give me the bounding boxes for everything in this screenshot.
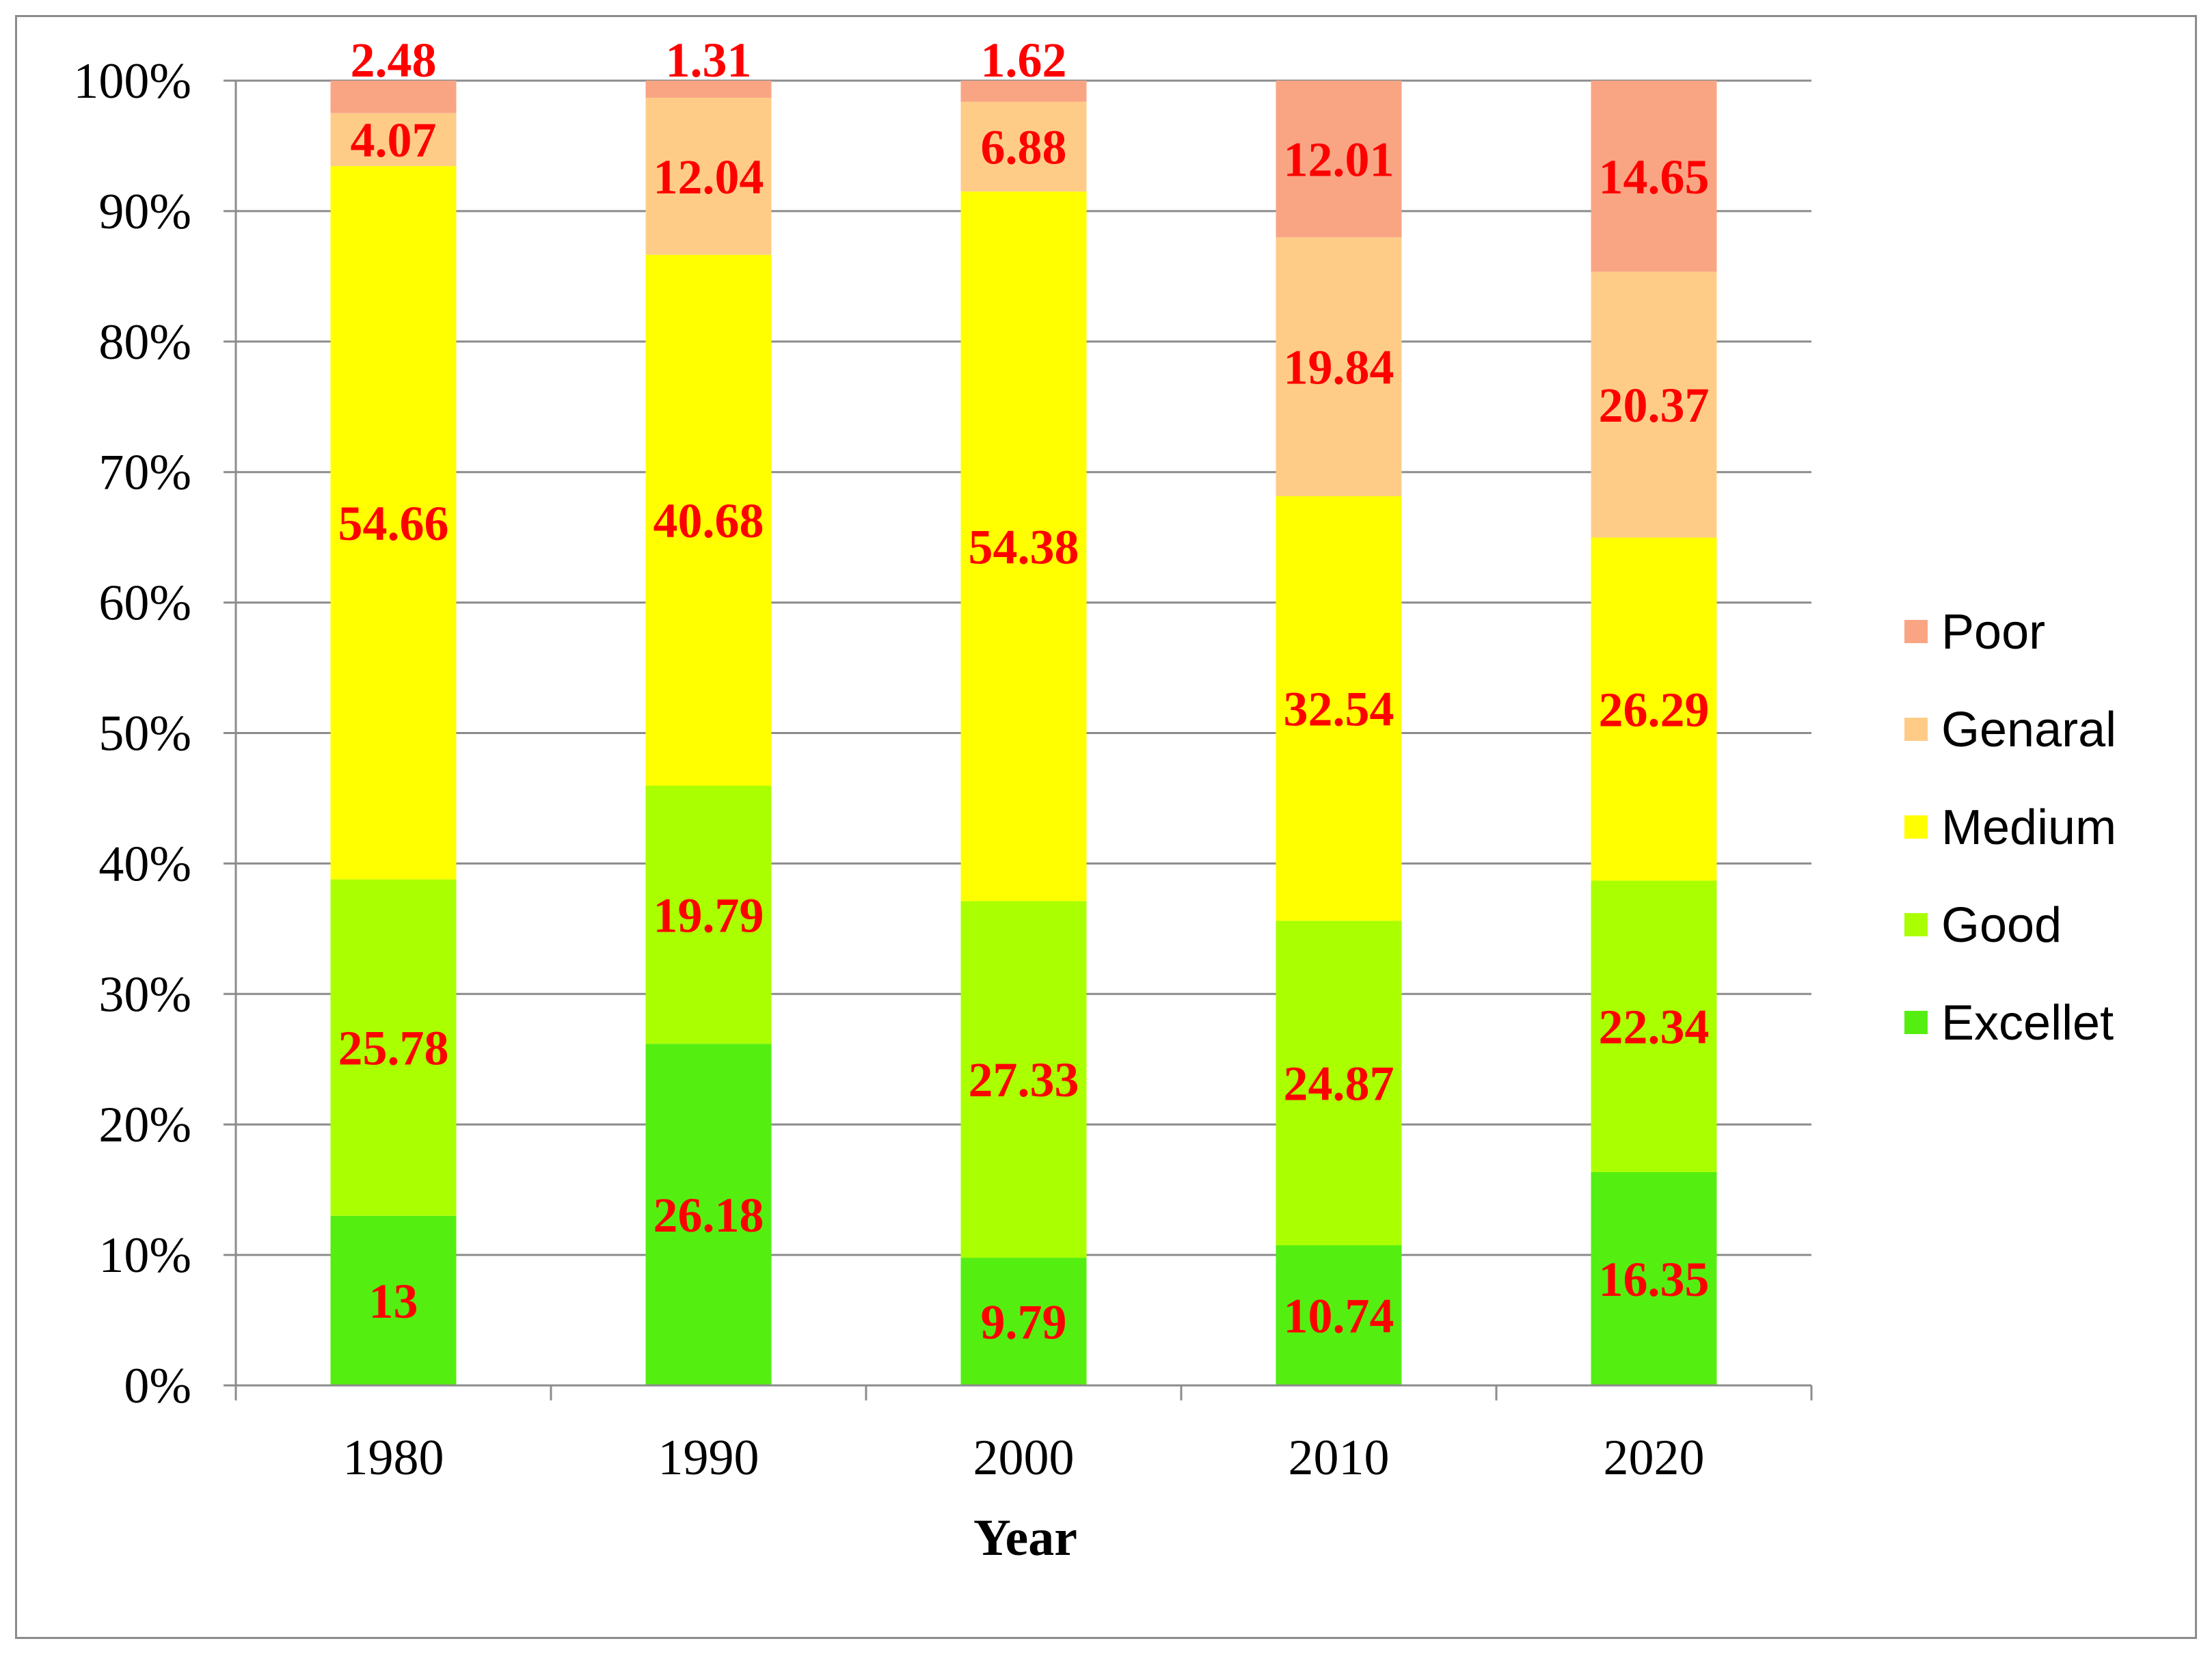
bar-segment (960, 101, 1087, 192)
data-label: 22.34 (1599, 1000, 1710, 1055)
axes: 0% 10% 20% 30% 40% 50% 60% 70% 80% 90% 100% 1980 199… (73, 53, 1813, 1486)
data-label: 2.48 (351, 33, 437, 87)
legend-label: Good (1941, 898, 2062, 953)
bar-segment (1591, 271, 1717, 538)
bar-segment (1276, 81, 1402, 238)
bar-segment (330, 879, 457, 1216)
data-label: 54.38 (969, 519, 1079, 574)
y-tick-label: 20% (98, 1097, 191, 1153)
y-tick-label: 0% (124, 1358, 191, 1414)
data-label: 6.88 (981, 120, 1067, 175)
legend-label: Medium (1941, 800, 2116, 855)
x-tick-label: 2020 (1604, 1430, 1705, 1486)
data-label: 54.66 (338, 496, 449, 551)
bars (330, 81, 1717, 1385)
bar-segment (1276, 237, 1402, 497)
y-tick-label: 60% (98, 575, 191, 632)
data-label: 26.29 (1599, 682, 1710, 737)
data-label: 14.65 (1599, 150, 1710, 204)
bar-segment (1591, 880, 1717, 1172)
data-label: 1.31 (666, 33, 752, 87)
legend-swatch (1904, 815, 1928, 839)
bar-segment (960, 901, 1087, 1258)
data-label: 13 (369, 1274, 418, 1329)
legend-swatch (1904, 718, 1928, 741)
bar-segment (960, 191, 1087, 901)
bar-segment (645, 98, 772, 255)
x-axis-title: Year (973, 1509, 1077, 1567)
x-tick-label: 2010 (1289, 1430, 1390, 1486)
y-tick-label: 80% (98, 314, 191, 370)
legend-swatch (1904, 1011, 1928, 1034)
bar-segment (330, 81, 457, 113)
data-label: 16.35 (1599, 1252, 1710, 1307)
bar-segment (960, 81, 1087, 102)
y-tick-label: 100% (73, 53, 191, 109)
bar-segment (1276, 921, 1402, 1245)
y-tick-label: 40% (98, 836, 191, 892)
data-label: 12.01 (1284, 133, 1394, 187)
data-label: 4.07 (351, 113, 437, 167)
data-label: 12.04 (653, 150, 764, 204)
y-tick-label: 50% (98, 706, 191, 762)
data-labels: 13 25.78 54.66 4.07 2.48 26.18 19.79 40.68 12.04… (338, 33, 1710, 1350)
data-label: 10.74 (1284, 1288, 1394, 1343)
legend-label: Poor (1941, 605, 2045, 660)
data-label: 1.62 (981, 33, 1067, 87)
bar-segment (645, 785, 772, 1044)
bar-segment (1591, 1171, 1717, 1385)
bar-segment (1591, 537, 1717, 881)
legend-label: Genaral (1941, 703, 2116, 757)
bar-segment (1591, 81, 1717, 272)
data-label: 40.68 (653, 493, 764, 548)
y-tick-label: 10% (98, 1228, 191, 1284)
data-label: 19.84 (1284, 340, 1394, 395)
y-tick-label: 30% (98, 966, 191, 1022)
data-label: 26.18 (653, 1188, 764, 1243)
x-tick-label: 1980 (343, 1430, 444, 1486)
bar-segment (1276, 1245, 1402, 1385)
data-label: 32.54 (1284, 682, 1394, 737)
bar-segment (330, 166, 457, 880)
legend-label: Excellet (1941, 996, 2114, 1050)
bar-segment (330, 113, 457, 167)
bar-segment (960, 1258, 1087, 1385)
bar-segment (1276, 496, 1402, 921)
x-tick-label: 1990 (658, 1430, 759, 1486)
bar-segment (645, 81, 772, 98)
data-label: 24.87 (1284, 1057, 1394, 1111)
bar-segment (330, 1215, 457, 1385)
data-label: 27.33 (969, 1053, 1079, 1107)
data-label: 19.79 (653, 888, 764, 943)
y-tick-label: 70% (98, 445, 191, 501)
bar-segment (645, 254, 772, 786)
data-label: 9.79 (981, 1295, 1067, 1350)
data-label: 20.37 (1599, 378, 1710, 433)
bar-segment (645, 1044, 772, 1385)
x-tick-label: 2000 (973, 1430, 1075, 1486)
legend: Poor Genaral Medium Good Excellet (1904, 605, 2116, 1050)
legend-swatch (1904, 620, 1928, 643)
y-tick-label: 90% (98, 184, 191, 240)
data-label: 25.78 (338, 1021, 449, 1076)
legend-swatch (1904, 913, 1928, 936)
